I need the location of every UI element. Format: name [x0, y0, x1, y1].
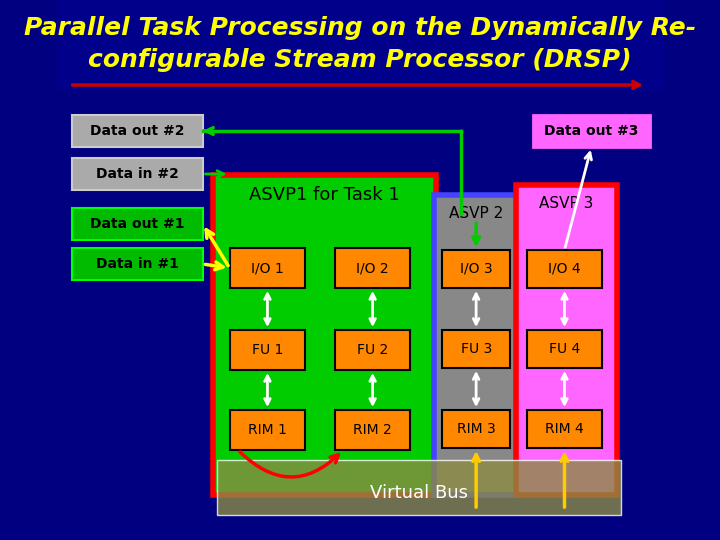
FancyBboxPatch shape [335, 410, 410, 450]
Text: Data out #2: Data out #2 [90, 124, 184, 138]
Text: I/O 1: I/O 1 [251, 261, 284, 275]
Text: FU 4: FU 4 [549, 342, 580, 356]
FancyBboxPatch shape [526, 330, 603, 368]
FancyBboxPatch shape [230, 330, 305, 370]
FancyBboxPatch shape [516, 185, 616, 495]
Text: I/O 2: I/O 2 [356, 261, 389, 275]
FancyBboxPatch shape [526, 410, 603, 448]
Text: Data out #1: Data out #1 [90, 217, 184, 231]
FancyBboxPatch shape [526, 250, 603, 288]
FancyBboxPatch shape [434, 195, 518, 495]
Text: FU 3: FU 3 [461, 342, 492, 356]
Text: RIM 1: RIM 1 [248, 423, 287, 437]
FancyBboxPatch shape [335, 248, 410, 288]
Text: I/O 3: I/O 3 [460, 262, 492, 276]
Text: Data in #1: Data in #1 [96, 257, 179, 271]
FancyBboxPatch shape [72, 208, 202, 240]
FancyBboxPatch shape [217, 460, 621, 515]
Text: Data in #2: Data in #2 [96, 167, 179, 181]
Text: configurable Stream Processor (DRSP): configurable Stream Processor (DRSP) [89, 48, 631, 72]
Text: I/O 4: I/O 4 [548, 262, 581, 276]
FancyBboxPatch shape [72, 115, 202, 147]
Text: Data out #3: Data out #3 [544, 124, 639, 138]
Text: Virtual Bus: Virtual Bus [370, 483, 468, 502]
FancyBboxPatch shape [212, 175, 436, 495]
Text: FU 2: FU 2 [357, 343, 388, 357]
FancyBboxPatch shape [230, 410, 305, 450]
FancyBboxPatch shape [533, 115, 650, 147]
Text: ASVP1 for Task 1: ASVP1 for Task 1 [249, 186, 400, 204]
FancyBboxPatch shape [335, 330, 410, 370]
FancyBboxPatch shape [72, 158, 202, 190]
FancyBboxPatch shape [443, 410, 510, 448]
Text: ASVP 2: ASVP 2 [449, 206, 503, 220]
Text: RIM 3: RIM 3 [456, 422, 495, 436]
Text: RIM 2: RIM 2 [354, 423, 392, 437]
FancyBboxPatch shape [443, 250, 510, 288]
FancyBboxPatch shape [72, 248, 202, 280]
FancyBboxPatch shape [443, 330, 510, 368]
Text: RIM 4: RIM 4 [545, 422, 584, 436]
Text: ASVP 3: ASVP 3 [539, 195, 593, 211]
Text: FU 1: FU 1 [252, 343, 283, 357]
FancyBboxPatch shape [230, 248, 305, 288]
FancyBboxPatch shape [57, 0, 663, 90]
Text: Parallel Task Processing on the Dynamically Re-: Parallel Task Processing on the Dynamica… [24, 16, 696, 40]
FancyBboxPatch shape [57, 0, 663, 540]
